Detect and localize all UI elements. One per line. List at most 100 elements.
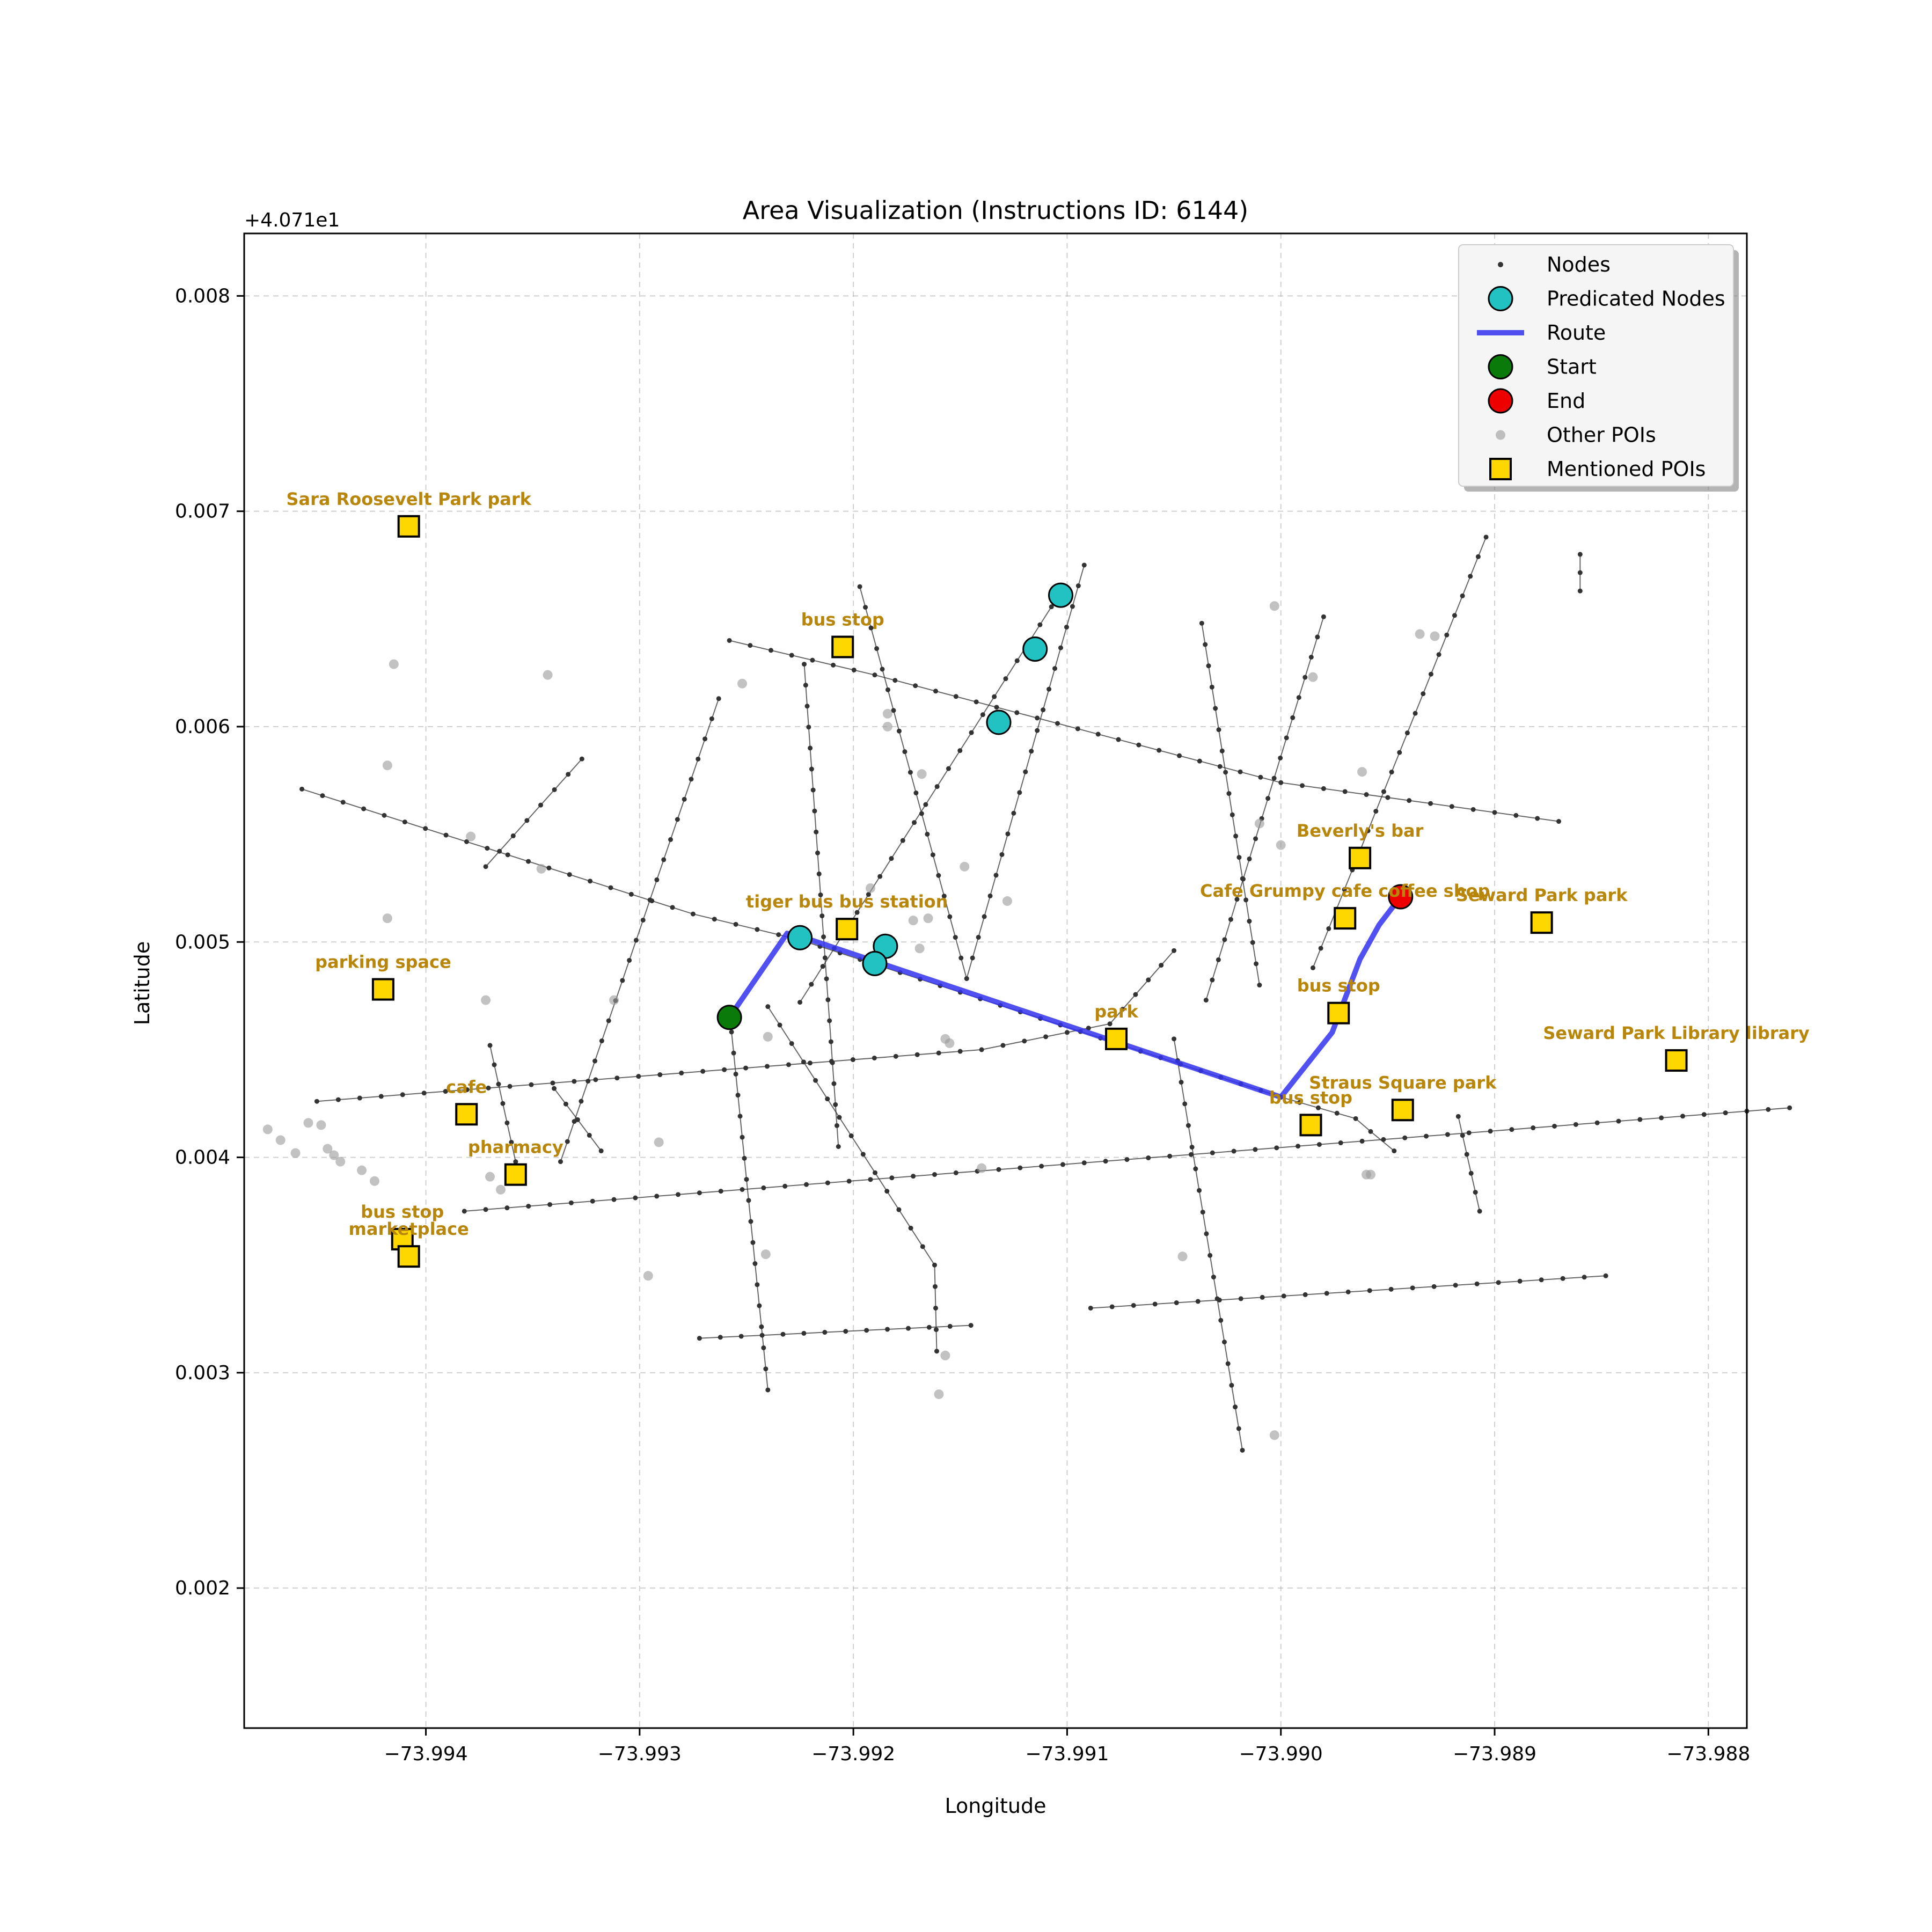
street-node [968, 1323, 974, 1328]
street-node [919, 811, 924, 816]
street-node [1488, 1129, 1493, 1134]
grid-layer [244, 233, 1747, 1728]
street-node [1321, 614, 1326, 619]
other-poi-marker [865, 883, 875, 893]
street-node [1464, 1152, 1469, 1157]
street-node [361, 806, 367, 811]
street-node [1254, 961, 1259, 967]
other-poi-marker [1269, 1430, 1279, 1440]
street-node [803, 683, 808, 688]
start-marker [716, 1005, 742, 1030]
other-poi-marker [737, 678, 748, 689]
street-node [801, 1059, 806, 1065]
street-node [1225, 1361, 1231, 1366]
street-node [1308, 654, 1314, 660]
street-node [925, 831, 930, 837]
street-node [1075, 583, 1081, 589]
street-node [908, 1225, 913, 1231]
street-node [1659, 1115, 1664, 1121]
street-node [565, 1139, 570, 1144]
mentioned-poi-label: Cafe Grumpy cafe coffee shop [1200, 881, 1490, 901]
street-node [1211, 1275, 1216, 1280]
street-node [1290, 715, 1296, 720]
other-poi-marker [940, 1034, 950, 1044]
street-node [400, 1092, 405, 1097]
street-node [1421, 691, 1426, 697]
other-poi-marker [1357, 767, 1367, 777]
street-node [1174, 1300, 1179, 1305]
other-poi-marker [914, 943, 925, 954]
other-poi-layer [262, 601, 1440, 1440]
street-node [936, 1050, 941, 1056]
street-node [558, 1159, 563, 1165]
street-node [761, 1345, 766, 1350]
street-node [923, 802, 928, 807]
street-node [750, 1240, 756, 1245]
street-node [1410, 1285, 1415, 1291]
street-node [953, 1170, 958, 1175]
street-node [1049, 604, 1054, 610]
street-node [1116, 737, 1121, 742]
x-tick-label: −73.989 [1453, 1743, 1536, 1765]
street-node [1302, 1292, 1308, 1297]
mentioned-poi-marker [1349, 846, 1372, 869]
street-node [682, 796, 687, 802]
street-node [1449, 804, 1454, 809]
predicated-node-marker [862, 950, 888, 976]
street-node [814, 829, 819, 835]
street-node [947, 914, 953, 919]
street-node [905, 1326, 911, 1331]
street-node [913, 683, 918, 689]
street-node [1247, 919, 1252, 924]
street-node [1474, 1281, 1480, 1286]
street-node [1257, 983, 1262, 988]
mentioned-layer: Sara Roosevelt Park park bus stop Beverly'… [286, 489, 1810, 1268]
street-node [487, 1043, 493, 1048]
street-node [1214, 1296, 1220, 1301]
street-node [992, 694, 997, 699]
street-node [889, 856, 894, 861]
mentioned-poi-marker [504, 1163, 527, 1186]
street-node [740, 1187, 745, 1192]
street-node [892, 678, 898, 683]
street-node [957, 748, 963, 753]
street-node [877, 874, 883, 879]
street-node [822, 955, 828, 961]
street-node [1011, 810, 1016, 816]
street-node [1468, 1170, 1474, 1176]
street-node [1338, 1140, 1343, 1146]
street-node [654, 877, 660, 882]
street-node [640, 917, 646, 923]
street-node [1182, 1101, 1188, 1107]
other-poi-marker [934, 1389, 944, 1399]
street-node [443, 1089, 448, 1094]
street-node [1208, 1253, 1213, 1258]
street-node [402, 819, 407, 825]
street-node [735, 1093, 741, 1098]
street-node [1300, 783, 1305, 788]
street-node [1577, 570, 1583, 575]
street-node [614, 1075, 620, 1081]
street-node [1603, 1273, 1608, 1278]
street-node [1316, 1142, 1322, 1147]
street-node [1385, 795, 1391, 800]
street-node [974, 699, 979, 705]
street-node [509, 1139, 514, 1145]
street-node [1577, 588, 1583, 594]
other-poi-marker [643, 1271, 653, 1281]
street-node [697, 1190, 702, 1196]
street-node [647, 897, 653, 903]
street-node [748, 643, 753, 648]
street-node [1428, 801, 1433, 806]
street-node [314, 1099, 319, 1104]
street-node [552, 1086, 557, 1091]
street-node [825, 1180, 830, 1185]
street-node [1637, 1117, 1643, 1122]
street-node [1281, 1293, 1286, 1299]
street-node [1018, 1165, 1023, 1170]
other-poi-marker [382, 760, 392, 771]
other-poi-marker [290, 1148, 301, 1158]
street-node [1388, 1286, 1394, 1292]
street-node [1022, 1038, 1027, 1044]
other-poi-marker [275, 1135, 286, 1145]
